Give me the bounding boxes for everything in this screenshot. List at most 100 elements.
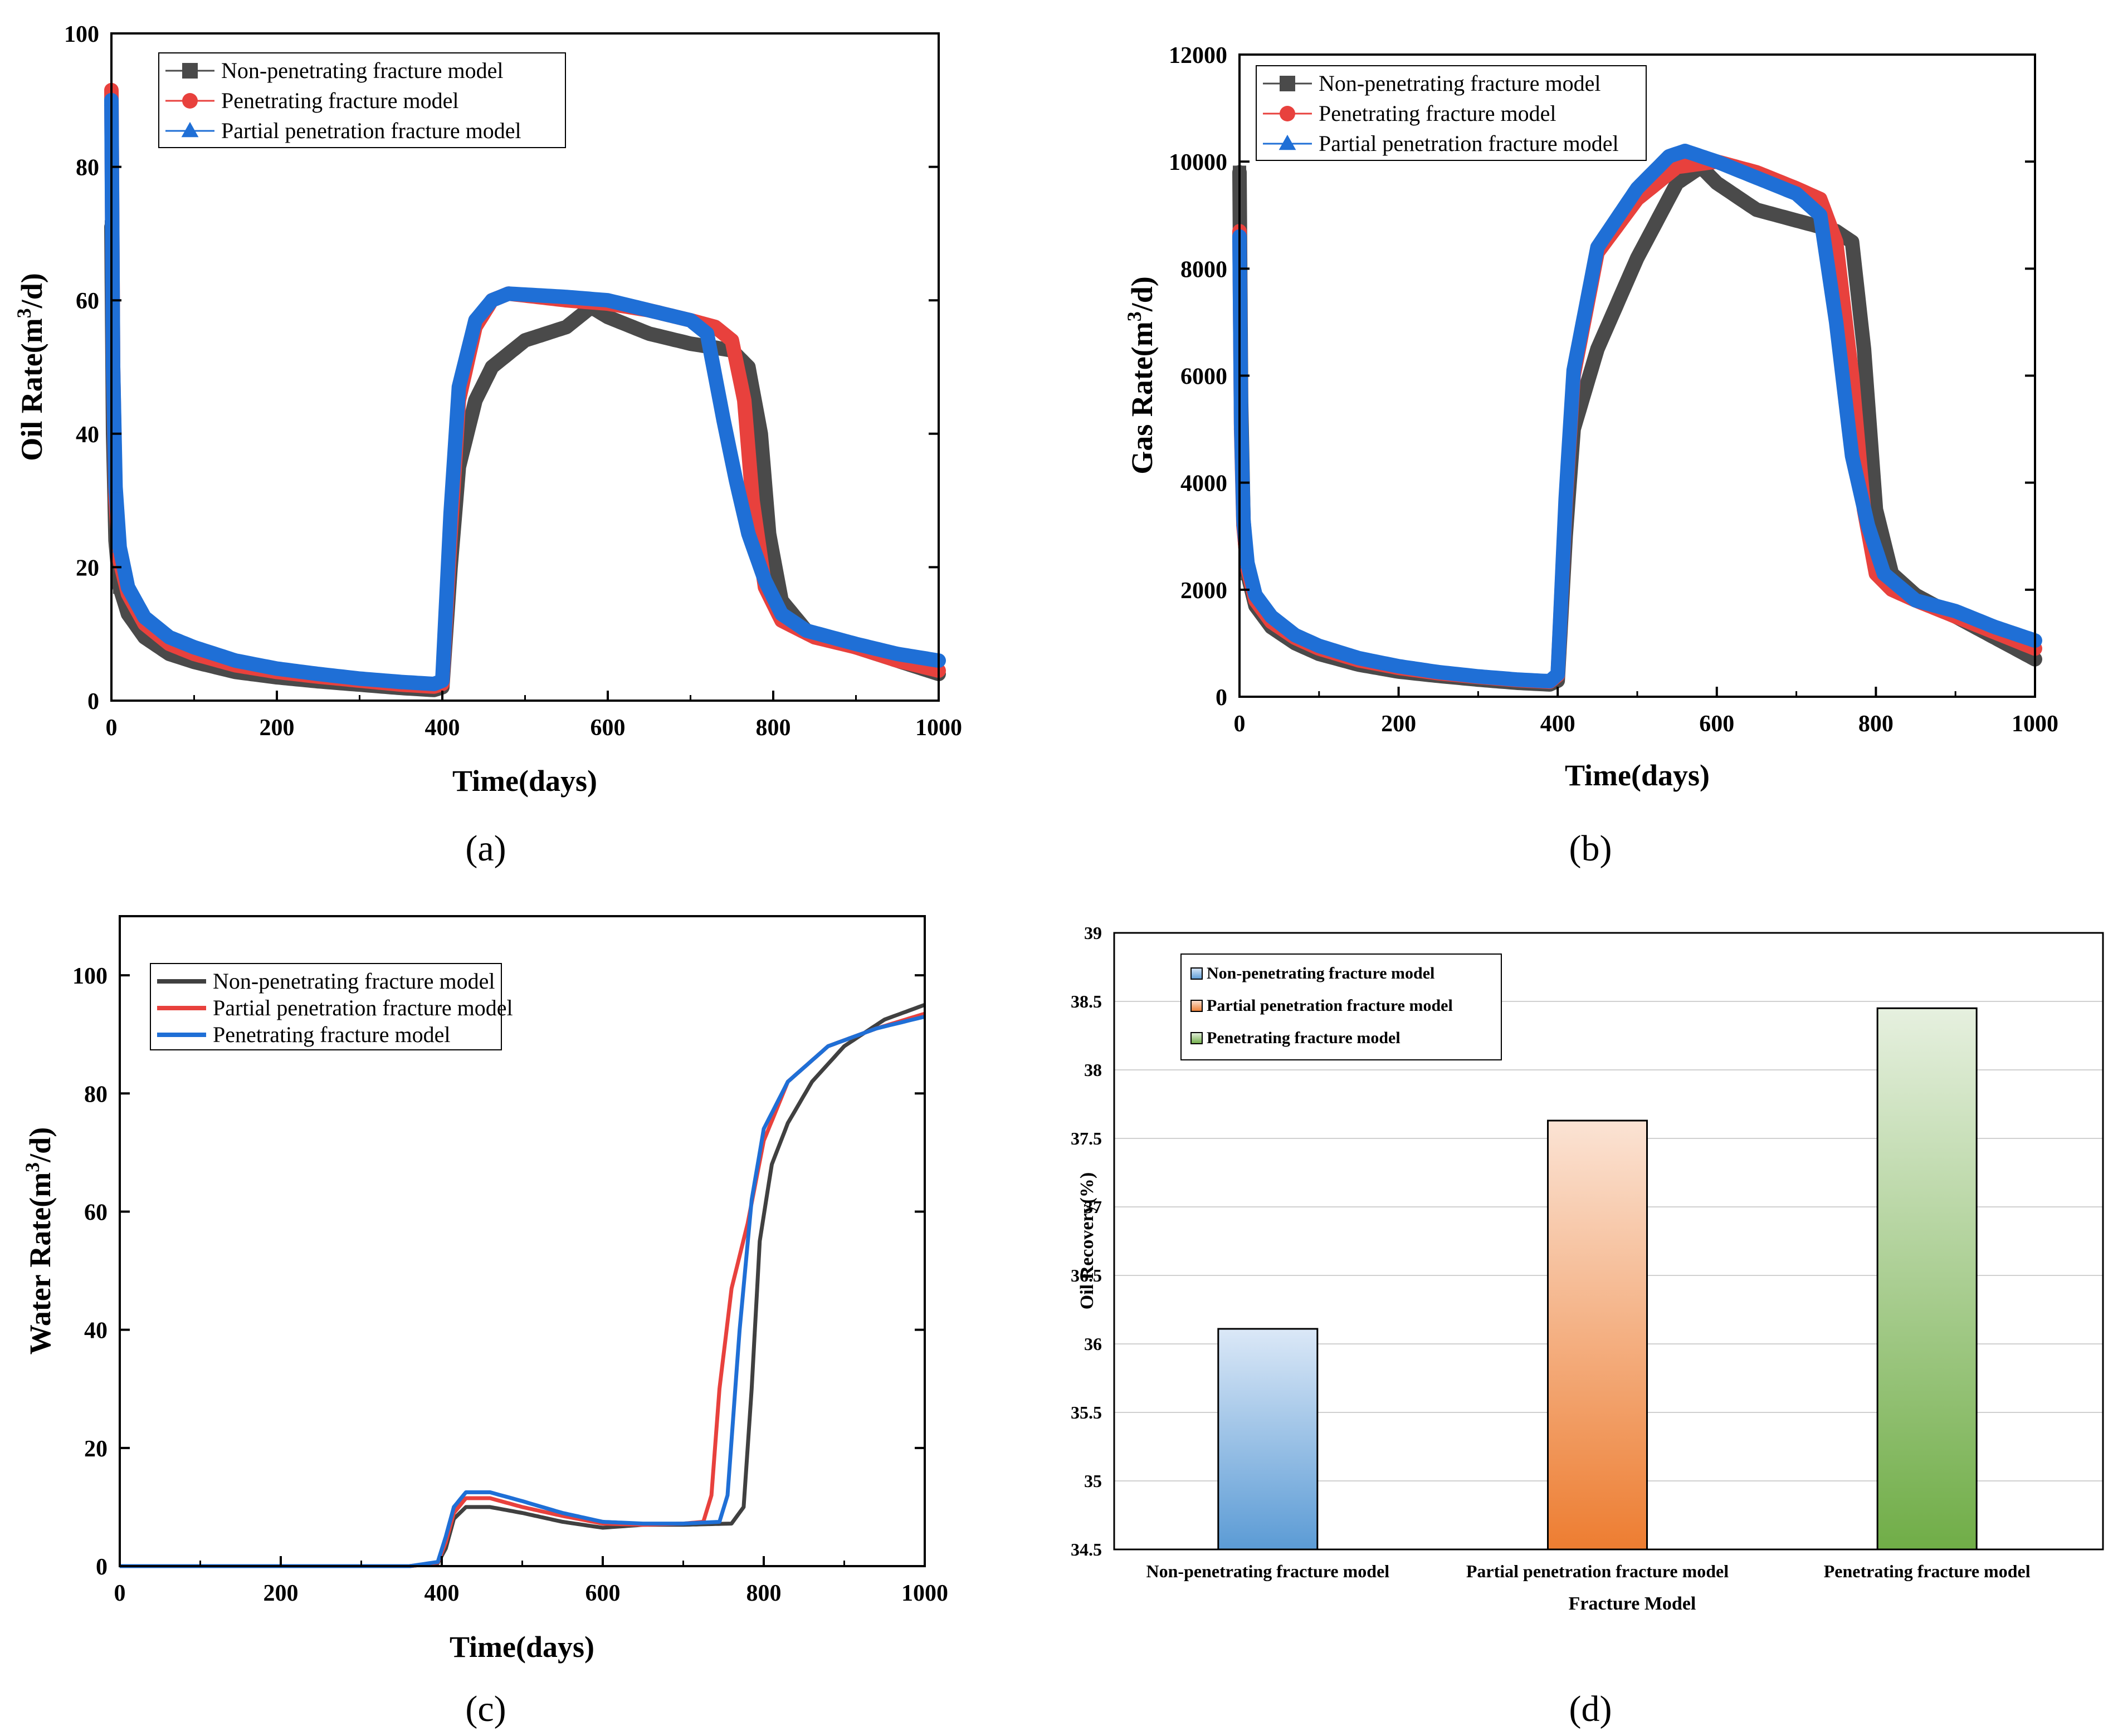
- chart-d-frame: [1113, 932, 2104, 1551]
- x-tick-label: 400: [1540, 711, 1575, 737]
- bar-2: [1547, 1119, 1648, 1551]
- x-tick-label: Non-penetrating fracture model: [1146, 1561, 1390, 1581]
- legend-label: Non-penetrating fracture model: [1207, 964, 1434, 982]
- data-point: [1240, 555, 1255, 569]
- y-tick-label: 39: [1084, 923, 1102, 943]
- series-band: [1232, 144, 2042, 689]
- x-tick-label: 200: [260, 715, 295, 741]
- x-tick-label: 1000: [2012, 711, 2058, 737]
- y-tick-label: 10000: [1169, 150, 1227, 175]
- series-3: [104, 92, 946, 691]
- y-tick-label: 20: [76, 555, 99, 581]
- legend-label: Penetrating fracture model: [221, 88, 458, 113]
- legend-marker: [1280, 106, 1295, 121]
- y-tick-label: 34.5: [1071, 1539, 1102, 1559]
- chart-d: 34.5 35 35.5 36 36.5 37 37.5 38 38.5 39 Non-penetr…: [1071, 923, 2104, 1729]
- y-tick-label: 40: [84, 1318, 108, 1344]
- x-tick-label: 1000: [901, 1581, 948, 1606]
- chart-a-panel-label: (a): [465, 828, 506, 869]
- x-tick-label: 0: [1234, 711, 1246, 737]
- data-point: [1233, 416, 1249, 429]
- y-tick-label: 2000: [1180, 578, 1227, 604]
- chart-c-panel-label: (c): [465, 1689, 506, 1729]
- y-tick-label: 38: [1084, 1060, 1102, 1080]
- y-tick-label: 6000: [1180, 364, 1227, 390]
- chart-b-panel-label: (b): [1569, 828, 1612, 869]
- bar-1: [1217, 1328, 1319, 1551]
- chart-a-y-title: Oil Rate(m3/d): [13, 273, 48, 461]
- chart-c: 0 200 400 600 800 1000 0 20 40 60 80 100 Non-penetr…: [21, 915, 948, 1729]
- chart-c-x-title: Time(days): [450, 1630, 594, 1664]
- x-tick-label: 200: [1381, 711, 1416, 737]
- x-tick-label: Partial penetration fracture model: [1466, 1561, 1729, 1581]
- chart-a: 0 200 400 600 800 1000 0 20 40 60 80 100 Non-penetr…: [13, 22, 962, 869]
- series-2: [104, 82, 946, 694]
- data-point: [112, 539, 128, 553]
- x-tick-label: Penetrating fracture model: [1824, 1561, 2031, 1581]
- y-tick-label: 0: [1216, 685, 1227, 711]
- y-tick-label: 37: [1084, 1197, 1102, 1217]
- x-tick-label: 200: [263, 1581, 299, 1606]
- series-band: [104, 82, 946, 694]
- y-tick-label: 80: [84, 1082, 108, 1107]
- legend-marker: [181, 121, 199, 138]
- legend-label: Non-penetrating fracture model: [221, 58, 503, 83]
- chart-b: 0 200 400 600 800 100002000400060008000100001…: [1123, 43, 2058, 869]
- y-tick-label: 37.5: [1071, 1128, 1102, 1148]
- chart-a-x-title: Time(days): [452, 764, 597, 798]
- legend-label: Penetrating fracture model: [1207, 1029, 1400, 1047]
- x-tick-label: 600: [585, 1581, 621, 1606]
- chart-c-y-title: Water Rate(m3/d): [21, 1127, 57, 1354]
- legend-label: Partial penetration fracture model: [1319, 131, 1619, 156]
- chart-a-legend: Non-penetrating fracture model Penetratin…: [158, 52, 566, 148]
- y-tick-label: 35: [1084, 1471, 1102, 1491]
- y-tick-label: 0: [96, 1554, 108, 1580]
- x-tick-label: 0: [114, 1581, 126, 1606]
- legend-marker: [1278, 134, 1296, 150]
- series-3: [1232, 144, 2042, 689]
- y-tick-label: 8000: [1180, 257, 1227, 282]
- legend-swatch: [1190, 1032, 1203, 1044]
- legend-label: Non-penetrating fracture model: [1319, 71, 1600, 96]
- x-tick-label: 600: [591, 715, 626, 741]
- x-tick-label: 800: [756, 715, 791, 741]
- x-tick-label: 1000: [915, 715, 962, 741]
- chart-d-panel-label: (d): [1569, 1689, 1612, 1729]
- y-tick-label: 100: [64, 22, 99, 47]
- series-band: [104, 92, 946, 691]
- y-tick-label: 38.5: [1071, 991, 1102, 1011]
- chart-d-y-title: Oil Recovery(%): [1077, 1172, 1097, 1309]
- legend-swatch: [1190, 967, 1203, 980]
- y-tick-label: 0: [87, 689, 99, 715]
- series-1: [120, 1003, 926, 1568]
- legend-label: Penetrating fracture model: [213, 1022, 450, 1047]
- legend-label: Penetrating fracture model: [1319, 101, 1556, 126]
- series-line: [120, 1003, 926, 1568]
- legend-label: Partial penetration fracture model: [213, 995, 513, 1020]
- chart-b-y-title: Gas Rate(m3/d): [1123, 276, 1159, 474]
- y-tick-label: 12000: [1169, 43, 1227, 69]
- y-tick-label: 4000: [1180, 471, 1227, 497]
- data-point: [105, 359, 121, 373]
- y-tick-label: 36: [1084, 1334, 1102, 1354]
- y-tick-label: 80: [76, 155, 99, 181]
- x-tick-label: 400: [424, 1581, 460, 1606]
- y-tick-label: 60: [84, 1200, 108, 1225]
- chart-d-legend: Non-penetrating fracture model Partial pe…: [1180, 953, 1502, 1060]
- y-tick-label: 36.5: [1071, 1265, 1102, 1285]
- y-tick-label: 35.5: [1071, 1402, 1102, 1422]
- legend-marker: [182, 63, 198, 79]
- y-tick-label: 60: [76, 288, 99, 314]
- legend-label: Partial penetration fracture model: [1207, 996, 1453, 1015]
- legend-marker: [1280, 76, 1295, 91]
- x-tick-label: 800: [1858, 711, 1894, 737]
- x-tick-label: 800: [746, 1581, 782, 1606]
- legend-swatch: [1190, 1000, 1203, 1012]
- chart-d-x-title: Fracture Model: [1569, 1593, 1696, 1614]
- legend-marker: [182, 93, 198, 109]
- y-tick-label: 40: [76, 422, 99, 448]
- x-tick-label: 600: [1699, 711, 1734, 737]
- y-tick-label: 100: [72, 964, 108, 989]
